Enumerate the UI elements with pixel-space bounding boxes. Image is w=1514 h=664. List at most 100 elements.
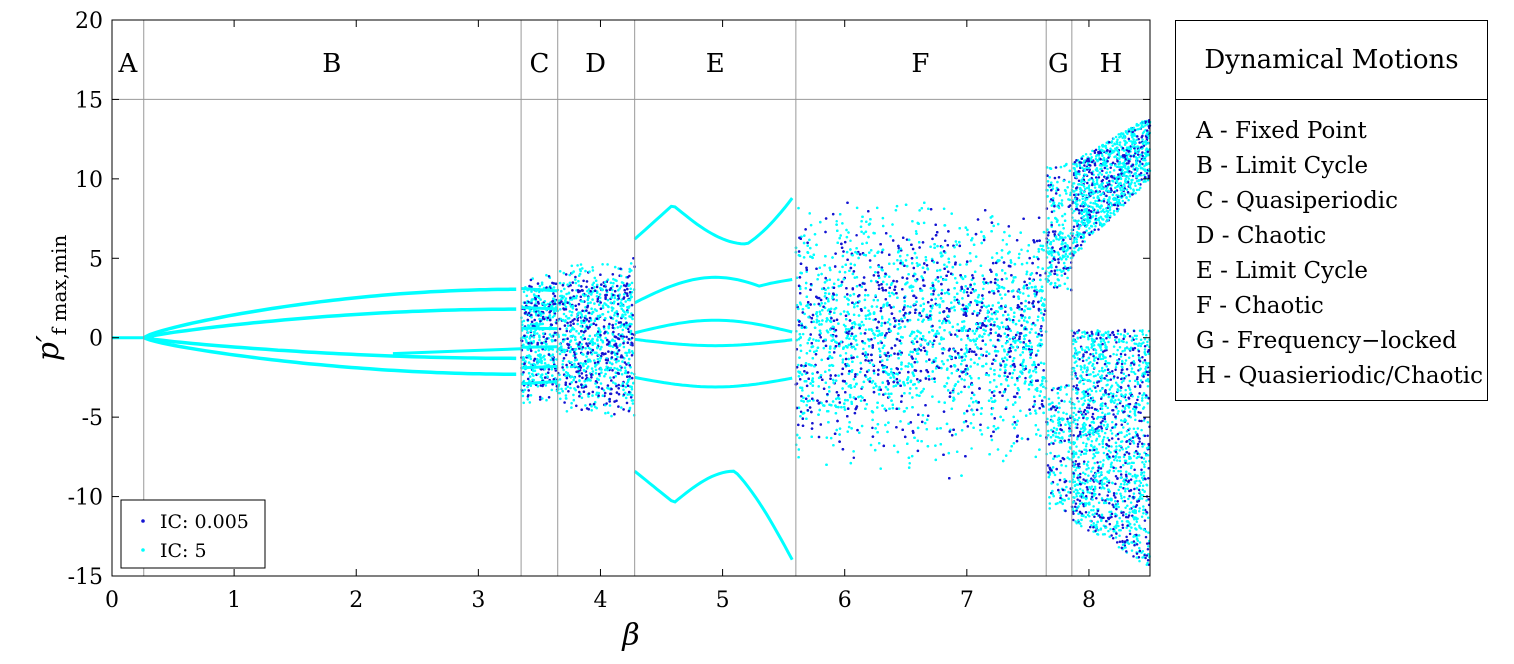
- scatter-point: [574, 304, 577, 308]
- scatter-point: [571, 326, 574, 330]
- scatter-point: [1023, 280, 1026, 284]
- scatter-point: [621, 328, 625, 332]
- scatter-point: [943, 224, 946, 227]
- scatter-point: [920, 420, 924, 424]
- scatter-point: [1033, 292, 1036, 295]
- scatter-point: [577, 279, 580, 283]
- scatter-point: [542, 332, 545, 335]
- scatter-point: [1016, 379, 1019, 382]
- scatter-point: [928, 340, 932, 343]
- scatter-point: [975, 337, 979, 341]
- branch-curve: [633, 469, 794, 561]
- scatter-point: [589, 319, 593, 322]
- scatter-point: [576, 322, 579, 326]
- scatter-point: [619, 301, 623, 304]
- scatter-point: [943, 239, 947, 242]
- scatter-point: [524, 360, 527, 363]
- scatter-point: [913, 360, 917, 364]
- scatter-point: [628, 274, 631, 278]
- scatter-point: [805, 270, 808, 274]
- scatter-point: [622, 408, 625, 411]
- scatter-point: [576, 289, 580, 292]
- scatter-point: [552, 282, 556, 285]
- scatter-point: [599, 356, 602, 360]
- scatter-point: [582, 279, 585, 283]
- scatter-point: [574, 278, 577, 281]
- scatter-point: [577, 362, 580, 366]
- scatter-point: [529, 323, 533, 326]
- scatter-point: [907, 362, 911, 365]
- scatter-point: [915, 387, 918, 390]
- scatter-point: [612, 277, 615, 281]
- scatter-point: [623, 361, 627, 364]
- scatter-point: [552, 286, 556, 289]
- scatter-point: [571, 319, 574, 322]
- scatter-point: [590, 373, 593, 376]
- scatter-point: [612, 281, 615, 285]
- scatter-point: [528, 284, 531, 288]
- scatter-point: [629, 293, 632, 296]
- scatter-point: [579, 263, 583, 266]
- scatter-point: [805, 403, 808, 407]
- scatter-point: [604, 280, 607, 284]
- scatter-point: [624, 313, 627, 316]
- scatter-point: [537, 314, 540, 317]
- scatter-point: [892, 279, 895, 283]
- scatter-point: [1024, 299, 1027, 303]
- scatter-point: [591, 390, 595, 394]
- scatter-point: [546, 375, 549, 379]
- branch-curve: [392, 347, 522, 356]
- scatter-point: [628, 325, 632, 328]
- scatter-point: [525, 354, 529, 358]
- scatter-point: [598, 293, 602, 296]
- scatter-point: [580, 315, 584, 318]
- scatter-point: [889, 354, 893, 357]
- scatter-point: [573, 362, 576, 366]
- scatter-point: [579, 392, 582, 396]
- scatter-point: [528, 336, 532, 339]
- scatter-point: [918, 246, 921, 249]
- scatter-point: [526, 398, 530, 401]
- scatter-point: [937, 293, 940, 297]
- scatter-point: [591, 348, 595, 352]
- scatter-point: [628, 298, 632, 302]
- scatter-point: [603, 317, 607, 320]
- scatter-point: [566, 324, 570, 328]
- scatter-point: [614, 342, 618, 346]
- scatter-point: [630, 376, 634, 380]
- scatter-point: [536, 332, 539, 335]
- scatter-point: [539, 319, 542, 323]
- scatter-point: [535, 322, 539, 326]
- scatter-point: [561, 366, 564, 369]
- branch-curve: [634, 318, 793, 335]
- scatter-point: [936, 261, 939, 265]
- scatter-point: [528, 401, 532, 404]
- scatter-point: [825, 279, 829, 282]
- scatter-point: [537, 349, 540, 352]
- scatter-point: [585, 342, 588, 345]
- scatter-point: [565, 376, 569, 380]
- scatter-point: [797, 363, 800, 367]
- scatter-point: [529, 394, 533, 397]
- scatter-point: [828, 368, 831, 372]
- scatter-point: [565, 363, 568, 367]
- scatter-point: [604, 411, 607, 415]
- scatter-point: [582, 368, 586, 372]
- scatter-point: [587, 311, 591, 315]
- scatter-point: [626, 324, 630, 327]
- scatter-point: [950, 301, 953, 304]
- scatter-point: [579, 361, 582, 365]
- scatter-point: [811, 313, 815, 317]
- scatter-point: [608, 404, 612, 407]
- scatter-point: [859, 361, 862, 365]
- scatter-point: [595, 283, 599, 287]
- scatter-point: [931, 329, 935, 332]
- scatter-point: [527, 361, 531, 364]
- scatter-point: [597, 330, 600, 333]
- scatter-point: [837, 374, 840, 377]
- scatter-point: [591, 298, 594, 301]
- scatter-point: [564, 348, 568, 352]
- scatter-point: [617, 387, 620, 390]
- scatter-point: [566, 374, 569, 378]
- scatter-point: [819, 331, 822, 335]
